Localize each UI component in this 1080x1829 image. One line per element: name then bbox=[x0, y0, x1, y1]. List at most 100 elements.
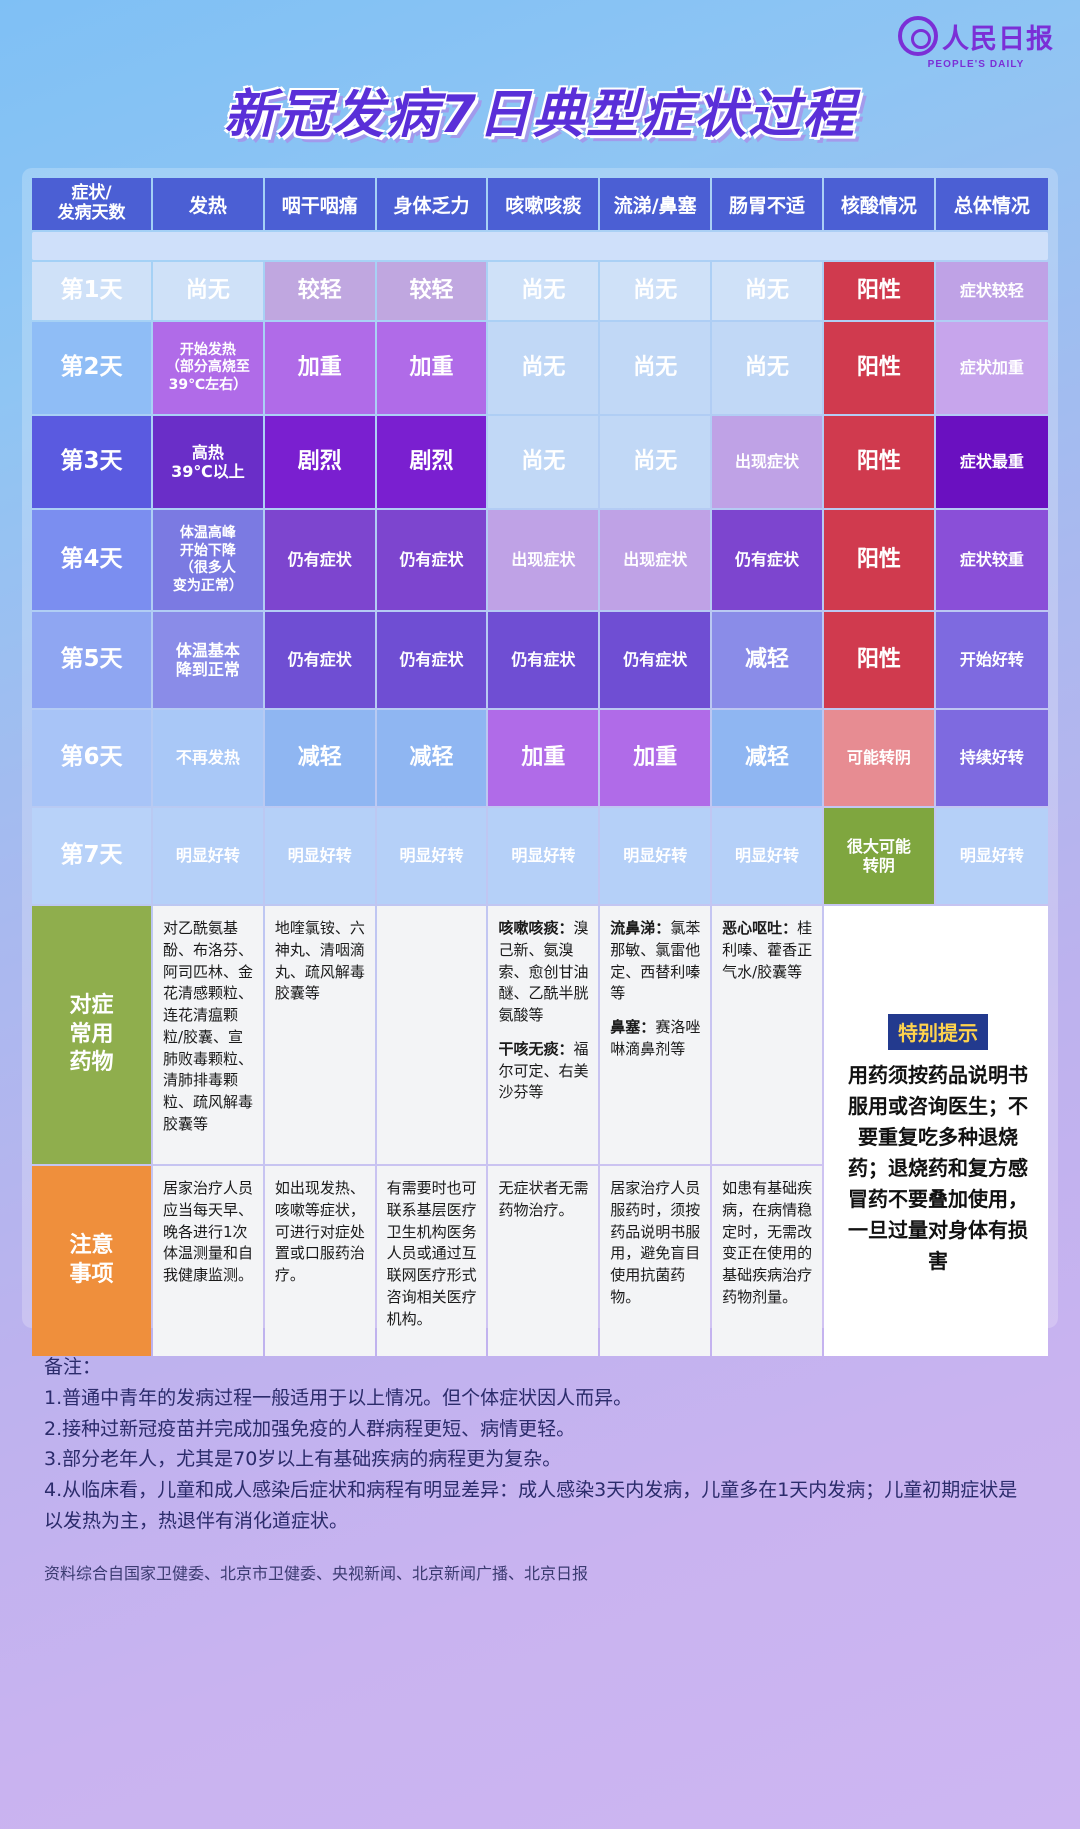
symptom-table-wrapper: 症状/ 发病天数 发热 咽干咽痛 身体乏力 咳嗽咳痰 流涕/鼻塞 肠胃不适 核酸… bbox=[30, 176, 1050, 1358]
cell-throat: 加重 bbox=[264, 322, 375, 414]
page-title: 新冠发病7日典型症状过程 bbox=[223, 85, 857, 145]
medication-cough-productive-text: 溴己新、氨溴索、愈创甘油醚、乙酰半胱氨酸等 bbox=[498, 919, 589, 1024]
table-row: 第6天 不再发热 减轻 减轻 加重 加重 减轻 可能转阴 持续好转 bbox=[32, 710, 1048, 806]
table-row: 第1天 尚无 较轻 较轻 尚无 尚无 尚无 阳性 症状较轻 bbox=[32, 262, 1048, 320]
cell-pcr: 阳性 bbox=[823, 510, 934, 610]
cell-overall: 明显好转 bbox=[935, 808, 1048, 904]
day-label: 第7天 bbox=[32, 808, 151, 904]
day-label: 第5天 bbox=[32, 612, 151, 708]
header-fever: 发热 bbox=[152, 178, 263, 230]
table-header-row: 症状/ 发病天数 发热 咽干咽痛 身体乏力 咳嗽咳痰 流涕/鼻塞 肠胃不适 核酸… bbox=[32, 178, 1048, 230]
cell-cough: 尚无 bbox=[488, 262, 599, 320]
cell-pcr: 阳性 bbox=[823, 416, 934, 508]
symptom-timeline-table: 症状/ 发病天数 发热 咽干咽痛 身体乏力 咳嗽咳痰 流涕/鼻塞 肠胃不适 核酸… bbox=[30, 176, 1050, 1358]
medication-nose: 流鼻涕：氯苯那敏、氯雷他定、西替利嗪等 鼻塞：赛洛唑啉滴鼻剂等 bbox=[600, 906, 711, 1164]
footer-source: 资料综合自国家卫健委、北京市卫健委、央视新闻、北京新闻广播、北京日报 bbox=[44, 1564, 589, 1583]
brand-name-en: PEOPLE'S DAILY bbox=[927, 59, 1025, 70]
cell-fever: 体温基本 降到正常 bbox=[152, 612, 263, 708]
medication-gi: 恶心呕吐：桂利嗪、藿香正气水/胶囊等 bbox=[712, 906, 822, 1164]
header-pcr-status: 核酸情况 bbox=[823, 178, 934, 230]
medication-stuffy-nose-label: 鼻塞： bbox=[610, 1018, 656, 1036]
medication-cough-dry: 干咳无痰：福尔可定、右美沙芬等 bbox=[498, 1039, 590, 1104]
table-row: 第3天 高热 39℃以上 剧烈 剧烈 尚无 尚无 出现症状 阳性 症状最重 bbox=[32, 416, 1048, 508]
medication-nausea-label: 恶心呕吐： bbox=[722, 919, 798, 937]
medication-label-line1: 对症 bbox=[69, 993, 114, 1019]
cell-gi: 减轻 bbox=[712, 612, 822, 708]
day-label: 第3天 bbox=[32, 416, 151, 508]
medication-runny-nose-label: 流鼻涕： bbox=[610, 919, 671, 937]
brand-logo: 人民日报 PEOPLE'S DAILY bbox=[898, 16, 1054, 70]
cell-throat: 剧烈 bbox=[264, 416, 375, 508]
header-overall: 总体情况 bbox=[935, 178, 1048, 230]
cell-fever: 不再发热 bbox=[152, 710, 263, 806]
medication-nausea: 恶心呕吐：桂利嗪、藿香正气水/胶囊等 bbox=[722, 918, 814, 983]
medication-label-line2: 常用 bbox=[69, 1021, 114, 1047]
brand-logo-row: 人民日报 bbox=[898, 16, 1054, 56]
cell-nose: 尚无 bbox=[600, 322, 711, 414]
cell-overall: 开始好转 bbox=[935, 612, 1048, 708]
day-label: 第4天 bbox=[32, 510, 151, 610]
medication-row: 对症 常用 药物 对乙酰氨基酚、布洛芬、阿司匹林、金花清感颗粒、连花清瘟颗粒/胶… bbox=[32, 906, 1048, 1356]
cell-overall: 症状最重 bbox=[935, 416, 1048, 508]
cell-gi: 明显好转 bbox=[712, 808, 822, 904]
cell-fatigue: 仍有症状 bbox=[376, 612, 487, 708]
precaution-cough: 无症状者无需药物治疗。 bbox=[488, 1166, 599, 1356]
special-tip-inner: 特别提示 用药须按药品说明书服用或咨询医生；不要重复吃多种退烧药；退烧药和复方感… bbox=[840, 1014, 1036, 1277]
cell-overall: 持续好转 bbox=[935, 710, 1048, 806]
medication-cough-dry-label: 干咳无痰： bbox=[498, 1039, 574, 1058]
cell-pcr: 阳性 bbox=[823, 322, 934, 414]
footer-note-3: 3.部分老年人，尤其是70岁以上有基础疾病的病程更为复杂。 bbox=[44, 1448, 562, 1471]
day-label: 第1天 bbox=[32, 262, 151, 320]
footer-note-2: 2.接种过新冠疫苗并完成加强免疫的人群病程更短、病情更轻。 bbox=[44, 1417, 576, 1440]
footer-note-4: 4.从临床看，儿童和成人感染后症状和病程有明显差异：成人感染3天内发病，儿童多在… bbox=[44, 1479, 1018, 1532]
special-tip-body: 用药须按药品说明书服用或咨询医生；不要重复吃多种退烧药；退烧药和复方感冒药不要叠… bbox=[847, 1063, 1028, 1273]
cell-pcr: 阳性 bbox=[823, 612, 934, 708]
medication-cough-dry-text: 福尔可定、右美沙芬等 bbox=[498, 1039, 589, 1102]
cell-fever: 开始发热 （部分高烧至 39℃左右） bbox=[152, 322, 263, 414]
precaution-fatigue: 有需要时也可联系基层医疗卫生机构医务人员或通过互联网医疗形式咨询相关医疗机构。 bbox=[376, 1166, 487, 1356]
header-fatigue: 身体乏力 bbox=[376, 178, 487, 230]
brand-name-cn: 人民日报 bbox=[942, 23, 1054, 55]
cell-pcr: 可能转阴 bbox=[823, 710, 934, 806]
cell-fatigue: 明显好转 bbox=[376, 808, 487, 904]
precaution-row-label: 注意 事项 bbox=[32, 1166, 151, 1356]
medication-stuffy-nose-text: 赛洛唑啉滴鼻剂等 bbox=[610, 1018, 701, 1058]
cell-overall: 症状加重 bbox=[935, 322, 1048, 414]
cell-nose: 明显好转 bbox=[600, 808, 711, 904]
header-cough: 咳嗽咳痰 bbox=[488, 178, 599, 230]
header-gi-discomfort: 肠胃不适 bbox=[712, 178, 822, 230]
cell-fatigue: 减轻 bbox=[376, 710, 487, 806]
cell-nose: 出现症状 bbox=[600, 510, 711, 610]
special-tip-box: 特别提示 用药须按药品说明书服用或咨询医生；不要重复吃多种退烧药；退烧药和复方感… bbox=[823, 906, 1048, 1356]
main-card: 症状/ 发病天数 发热 咽干咽痛 身体乏力 咳嗽咳痰 流涕/鼻塞 肠胃不适 核酸… bbox=[22, 168, 1058, 1356]
precaution-gi: 如患有基础疾病，在病情稳定时，无需改变正在使用的基础疾病治疗药物剂量。 bbox=[712, 1166, 822, 1356]
precaution-nose: 居家治疗人员服药时，须按药品说明书服用，避免盲目使用抗菌药物。 bbox=[600, 1166, 711, 1356]
medication-stuffy-nose: 鼻塞：赛洛唑啉滴鼻剂等 bbox=[610, 1017, 702, 1061]
day-label: 第6天 bbox=[32, 710, 151, 806]
header-day-axis-line1: 症状/ bbox=[71, 183, 112, 204]
footer-notes: 备注： 1.普通中青年的发病过程一般适用于以上情况。但个体症状因人而异。 2.接… bbox=[44, 1352, 1034, 1537]
medication-nausea-text: 桂利嗪、藿香正气水/胶囊等 bbox=[722, 919, 813, 981]
precaution-row: 注意 事项 居家治疗人员应当每天早、晚各进行1次体温测量和自我健康监测。 如出现… bbox=[32, 1166, 1048, 1356]
header-runny-nose: 流涕/鼻塞 bbox=[600, 178, 711, 230]
cell-fever: 尚无 bbox=[152, 262, 263, 320]
cell-fatigue: 剧烈 bbox=[376, 416, 487, 508]
cell-nose: 尚无 bbox=[600, 416, 711, 508]
medication-fatigue bbox=[376, 906, 487, 1164]
cell-fever: 体温高峰 开始下降 （很多人 变为正常） bbox=[152, 510, 263, 610]
at-sign-icon bbox=[898, 16, 938, 56]
cell-fatigue: 加重 bbox=[376, 322, 487, 414]
cell-throat: 明显好转 bbox=[264, 808, 375, 904]
precaution-fever: 居家治疗人员应当每天早、晚各进行1次体温测量和自我健康监测。 bbox=[152, 1166, 263, 1356]
medication-throat: 地喹氯铵、六神丸、清咽滴丸、疏风解毒胶囊等 bbox=[264, 906, 375, 1164]
special-tip-title: 特别提示 bbox=[887, 1014, 988, 1050]
table-row: 第5天 体温基本 降到正常 仍有症状 仍有症状 仍有症状 仍有症状 减轻 阳性 … bbox=[32, 612, 1048, 708]
table-top-spacer-cell bbox=[32, 232, 1048, 260]
cell-cough: 出现症状 bbox=[488, 510, 599, 610]
medication-runny-nose-text: 氯苯那敏、氯雷他定、西替利嗪等 bbox=[610, 919, 701, 1003]
table-row: 第2天 开始发热 （部分高烧至 39℃左右） 加重 加重 尚无 尚无 尚无 阳性… bbox=[32, 322, 1048, 414]
cell-fatigue: 较轻 bbox=[376, 262, 487, 320]
table-row: 第4天 体温高峰 开始下降 （很多人 变为正常） 仍有症状 仍有症状 出现症状 … bbox=[32, 510, 1048, 610]
cell-pcr: 很大可能 转阴 bbox=[823, 808, 934, 904]
table-row: 第7天 明显好转 明显好转 明显好转 明显好转 明显好转 明显好转 很大可能 转… bbox=[32, 808, 1048, 904]
